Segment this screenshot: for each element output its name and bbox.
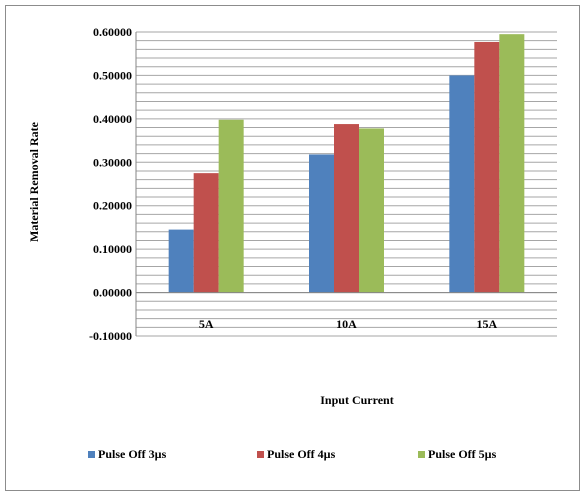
x-tick-label: 15A [476, 317, 497, 331]
y-tick-label: 0.60000 [93, 25, 132, 39]
bar [449, 75, 475, 293]
legend-label: Pulse Off 4µs [267, 447, 336, 461]
y-tick-label: 0.00000 [93, 286, 132, 300]
bar [218, 119, 244, 293]
x-axis-title: Input Current [320, 393, 393, 407]
bar [474, 41, 500, 293]
axes [135, 32, 557, 336]
legend-swatch [257, 451, 264, 458]
bar [359, 128, 384, 293]
y-tick-labels: 0.60000 0.50000 0.40000 0.30000 0.20000 0.100… [89, 25, 132, 343]
bar [309, 154, 334, 293]
y-axis-title: Material Removal Rate [27, 121, 41, 242]
legend-label: Pulse Off 5µs [428, 447, 497, 461]
legend-swatch [88, 451, 95, 458]
y-tick-label: 0.20000 [93, 199, 132, 213]
y-tick-label: 0.10000 [93, 242, 132, 256]
x-tick-label: 5A [199, 317, 214, 331]
bar [168, 229, 194, 293]
legend-label: Pulse Off 3µs [98, 447, 167, 461]
legend-swatch [418, 451, 425, 458]
x-tick-labels: 5A 10A 15A [199, 317, 498, 331]
legend: Pulse Off 3µs Pulse Off 4µs Pulse Off 5µs [88, 447, 497, 461]
y-tick-label: 0.50000 [93, 68, 132, 82]
bar [499, 34, 525, 293]
y-tick-label: 0.40000 [93, 112, 132, 126]
x-tick-label: 10A [336, 317, 357, 331]
y-tick-label: -0.10000 [89, 329, 132, 343]
y-tick-label: 0.30000 [93, 155, 132, 169]
bar [334, 124, 359, 293]
bars [168, 34, 525, 293]
bar [193, 173, 219, 293]
